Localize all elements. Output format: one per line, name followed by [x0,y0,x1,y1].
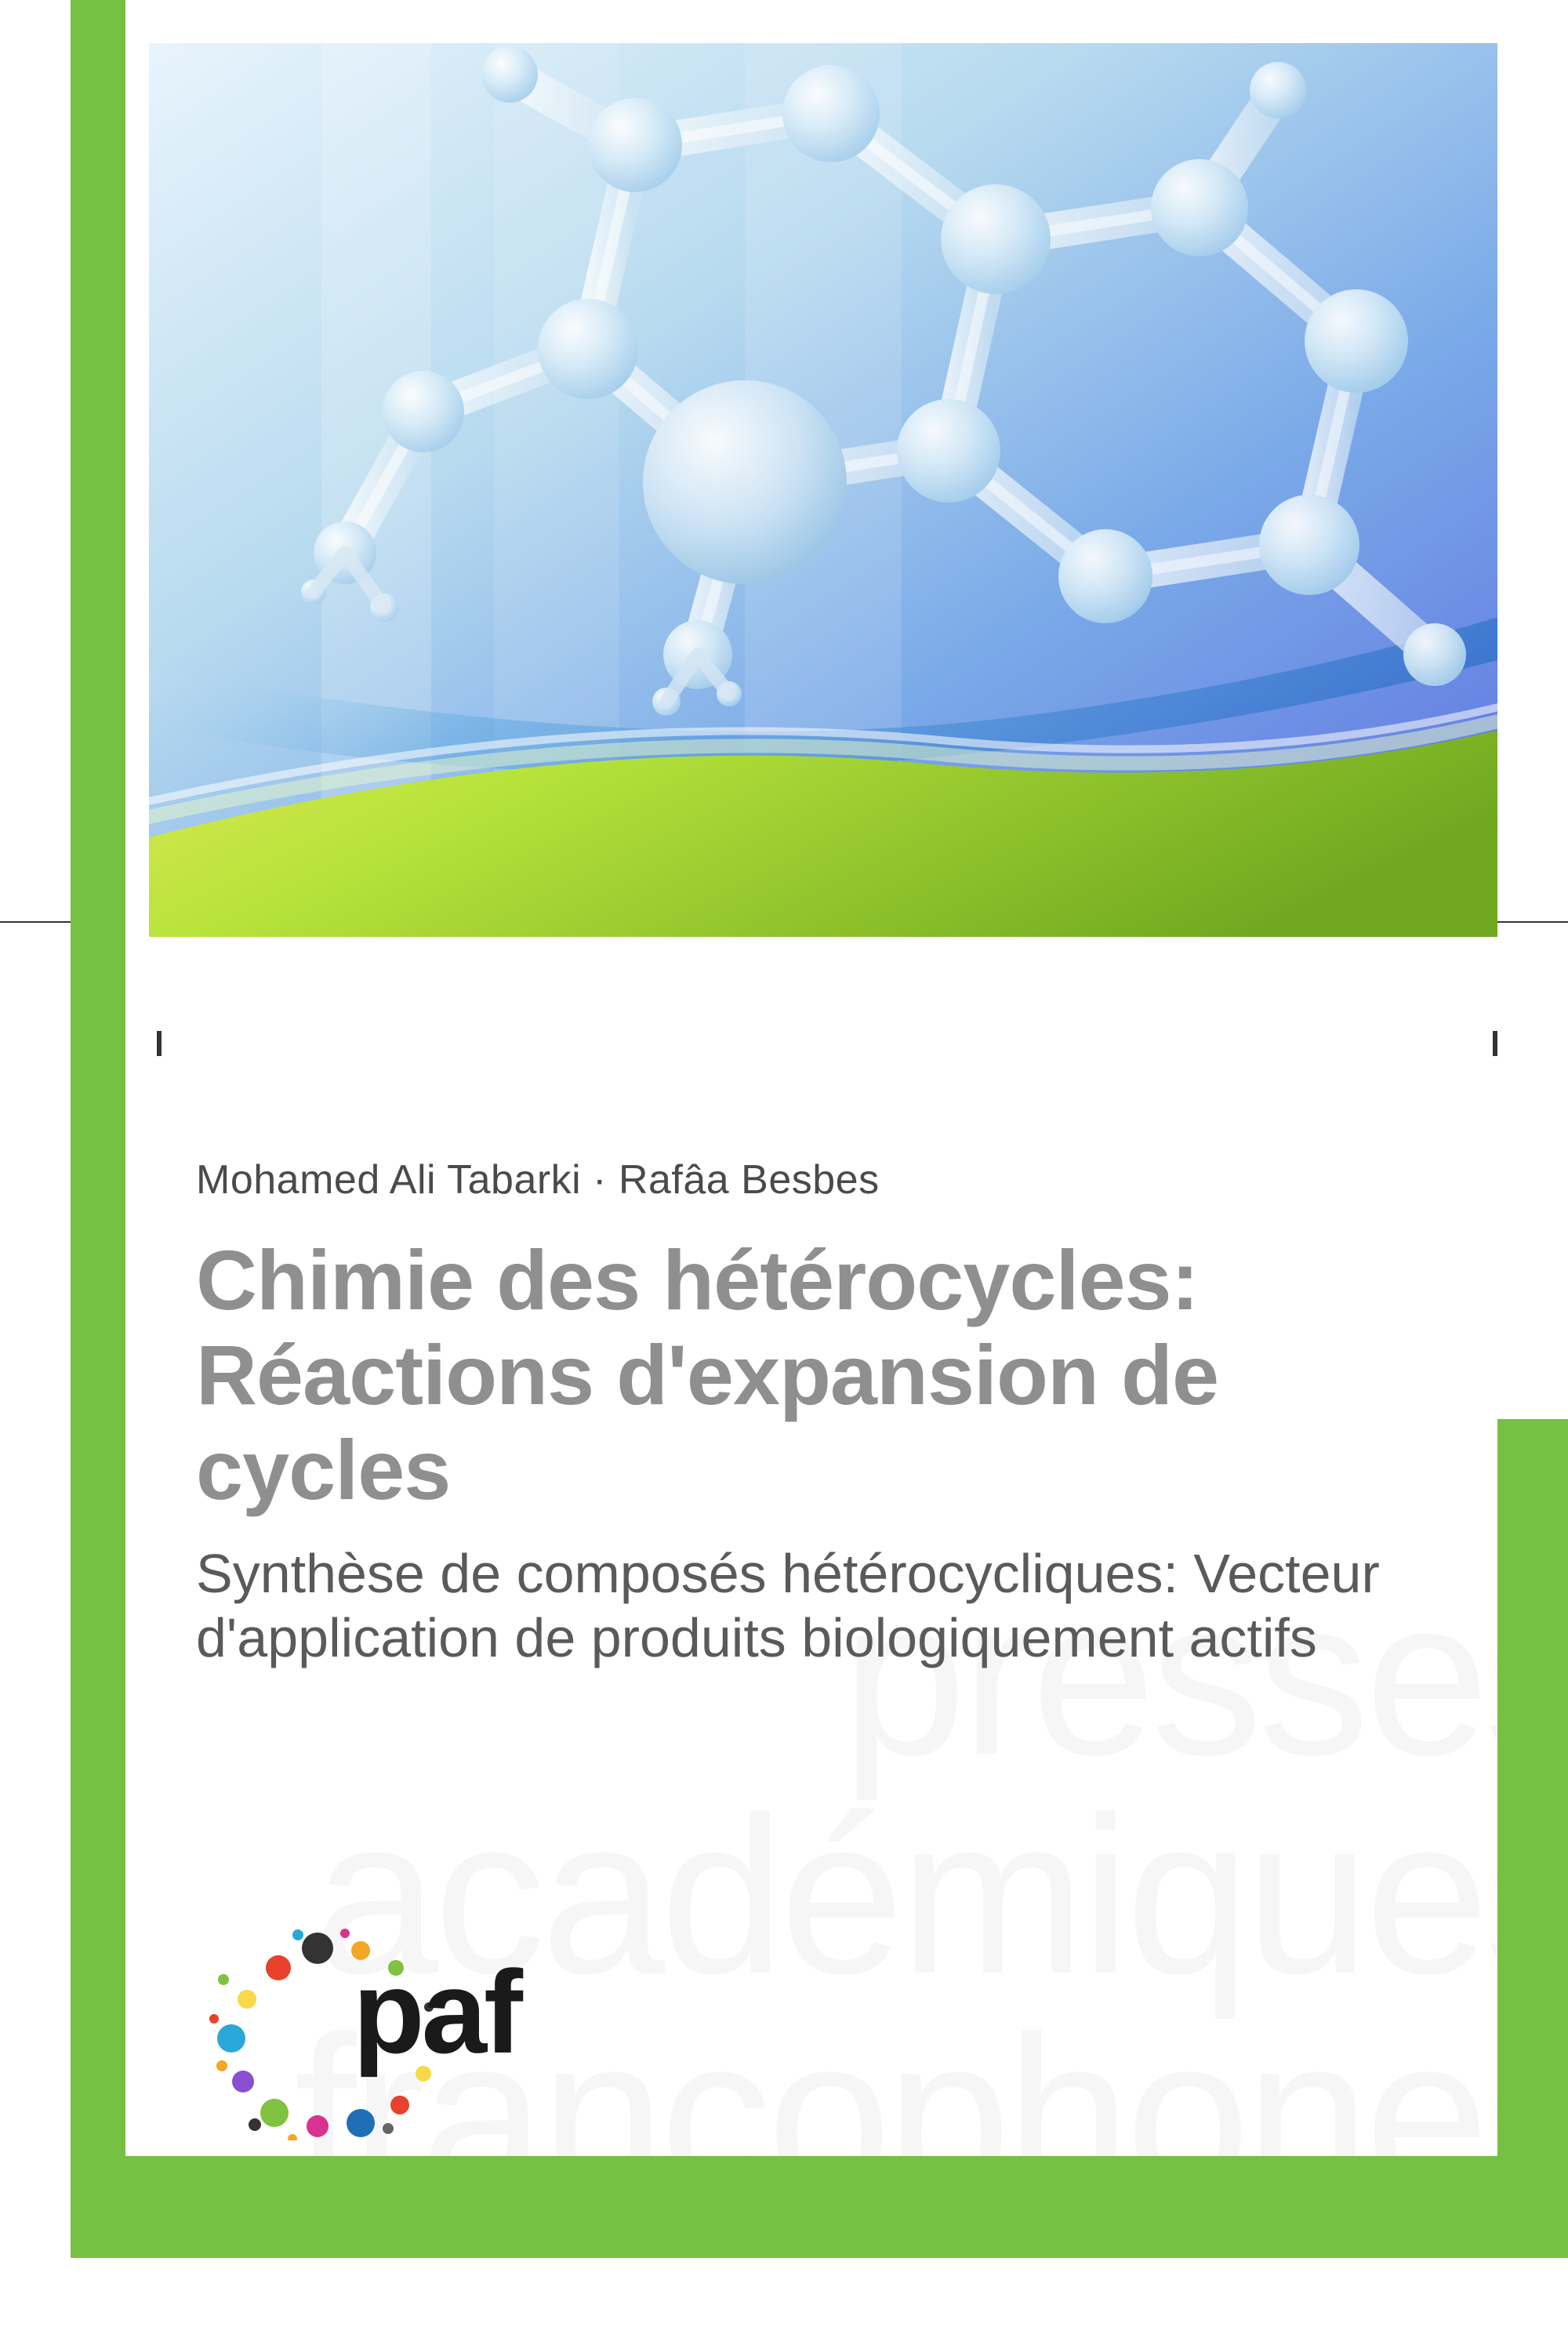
title-line: Réactions d'expansion de cycles [196,1327,1218,1517]
bottom-bar [71,2156,1497,2258]
spine-bar [71,0,125,2258]
right-accent-block [1497,1419,1568,2258]
crop-mark-left [0,921,71,923]
title-block: Mohamed Ali Tabarki · Rafâa Besbes Chimi… [196,1156,1482,1671]
book-cover: presses académiques francophones [0,0,1568,2352]
book-subtitle: Synthèse de composés hétérocycliques: Ve… [196,1541,1482,1671]
tick-mark-right [1493,1031,1497,1056]
subtitle-line: Synthèse de composés hétérocycliques: Ve… [196,1543,1380,1604]
publisher-abbrev: paf [353,1944,520,2080]
authors: Mohamed Ali Tabarki · Rafâa Besbes [196,1156,1482,1203]
book-title: Chimie des hétérocycles: Réactions d'exp… [196,1233,1482,1518]
tick-mark-left [157,1031,162,1056]
title-line: Chimie des hétérocycles: [196,1232,1199,1327]
hero-image [149,43,1497,937]
crop-mark-right [1497,921,1568,923]
subtitle-line: d'application de produits biologiquement… [196,1607,1317,1668]
